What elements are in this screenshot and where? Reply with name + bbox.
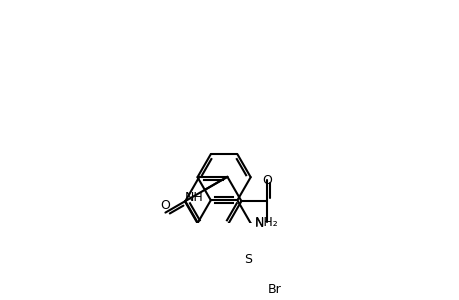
Text: NH₂: NH₂ (254, 216, 278, 229)
Text: S: S (244, 253, 252, 266)
Text: O: O (160, 199, 170, 212)
Text: NH: NH (184, 191, 203, 204)
Text: Br: Br (267, 283, 281, 296)
Text: O: O (261, 174, 271, 187)
Text: N: N (254, 217, 263, 230)
